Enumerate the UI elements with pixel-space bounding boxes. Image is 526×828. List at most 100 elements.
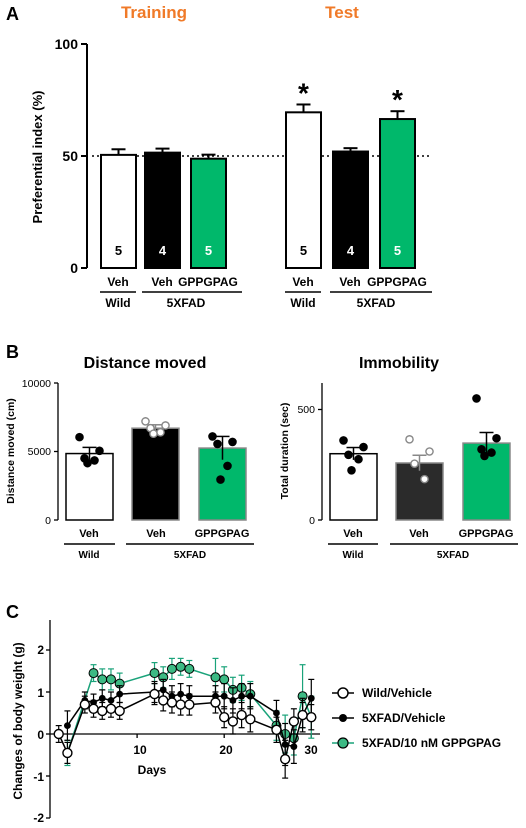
data-point <box>306 712 317 723</box>
xlabel-gppgpag: GPPGPAG <box>178 275 238 289</box>
xlabel-veh: Veh <box>107 275 128 289</box>
ytick-label: 0 <box>45 515 51 527</box>
data-point <box>210 697 221 708</box>
panel-c-series <box>53 657 317 779</box>
n-label: 4 <box>347 243 355 258</box>
immobility-bars <box>329 394 511 521</box>
xlabel-gppgpag: GPPGPAG <box>459 528 514 540</box>
legend-label-gppgpag: 5XFAD/10 nM GPPGPAG <box>362 736 501 750</box>
xlabel-veh: Veh <box>151 275 172 289</box>
data-point <box>97 674 108 685</box>
panel-a: A Training Test Preferential index (%) 0… <box>6 3 432 310</box>
panel-c-label: C <box>6 602 19 622</box>
ytick-label: 10000 <box>22 378 51 390</box>
data-point <box>220 692 228 700</box>
xlabel-wild: Wild <box>342 550 363 561</box>
bar <box>144 151 181 269</box>
xlabel-wild: Wild <box>105 296 130 310</box>
data-point <box>53 728 64 740</box>
bar <box>190 157 227 269</box>
ytick-label: 50 <box>62 148 78 164</box>
legend-marker-wild <box>337 687 349 699</box>
ytick-label: 500 <box>297 404 315 416</box>
data-point <box>97 705 108 717</box>
data-point <box>149 429 158 438</box>
immobility-yticks: 0 500 <box>297 404 322 527</box>
bar <box>329 452 378 521</box>
immobility-ylabel: Total duration (sec) <box>279 403 291 500</box>
ytick-label: 0 <box>37 728 44 742</box>
legend-label-5xfad: 5XFAD/Vehicle <box>362 711 446 725</box>
xtick-label: 20 <box>219 743 233 757</box>
ytick-label: 100 <box>55 36 79 52</box>
legend-label-wild: Wild/Vehicle <box>362 686 432 700</box>
data-point <box>410 459 419 468</box>
distance-ylabel: Distance moved (cm) <box>5 398 17 504</box>
data-point <box>79 699 91 710</box>
xlabel-5xfad: 5XFAD <box>437 550 469 561</box>
data-point <box>161 421 170 430</box>
data-point <box>487 448 496 457</box>
data-point <box>158 695 169 706</box>
data-point <box>246 692 254 700</box>
ytick-label: 5000 <box>28 446 52 458</box>
section-training: Training <box>121 3 187 22</box>
xlabel-5xfad: 5XFAD <box>357 296 396 310</box>
distance-xlabels: Veh Veh GPPGPAG Wild 5XFAD <box>64 528 254 561</box>
panel-c: C Changes of body weight (g) -2 -1 0 1 2… <box>6 602 501 825</box>
panel-a-xlabels-training: Veh Veh GPPGPAG Wild 5XFAD <box>100 275 242 310</box>
data-point <box>279 754 291 765</box>
data-point <box>271 724 282 735</box>
ytick-label: 0 <box>309 515 315 527</box>
data-point <box>62 747 73 759</box>
bar <box>131 427 180 521</box>
panel-c-ticks: -2 -1 0 1 2 10 20 30 <box>33 643 318 825</box>
ytick-label: -2 <box>33 811 44 825</box>
xlabel-5xfad: 5XFAD <box>174 550 206 561</box>
distance-title: Distance moved <box>84 355 207 372</box>
data-point <box>354 454 363 464</box>
data-point <box>227 716 239 727</box>
data-point <box>288 716 300 727</box>
data-point <box>245 714 256 725</box>
xlabel-wild: Wild <box>290 296 315 310</box>
data-point <box>105 703 117 714</box>
data-point <box>425 447 434 456</box>
panel-c-xlabel: Days <box>138 763 167 777</box>
panel-a-bars: 5 4 5 5 * 4 5 * <box>100 77 416 270</box>
data-point <box>492 433 501 443</box>
xlabel-veh: Veh <box>343 528 363 540</box>
data-point <box>210 672 221 683</box>
data-point <box>149 688 160 700</box>
data-point <box>114 705 125 717</box>
data-point <box>83 458 92 468</box>
n-label: 4 <box>159 243 167 258</box>
data-point <box>216 475 225 484</box>
data-point <box>88 668 99 679</box>
n-label: 5 <box>205 243 212 258</box>
data-point <box>213 439 222 449</box>
n-label: 5 <box>115 243 122 258</box>
data-point <box>290 743 298 750</box>
data-point <box>238 692 246 700</box>
data-point <box>347 465 356 475</box>
ytick-label: 2 <box>37 643 44 657</box>
distance-bars <box>65 417 247 521</box>
data-point <box>98 694 106 702</box>
bar <box>285 111 322 269</box>
n-label: 5 <box>300 243 307 258</box>
panel-c-legend: Wild/Vehicle 5XFAD/Vehicle 5XFAD/10 nM G… <box>332 686 501 750</box>
xlabel-veh: Veh <box>339 275 360 289</box>
ytick-label: 0 <box>70 260 78 276</box>
data-point <box>116 690 124 698</box>
xlabel-veh: Veh <box>146 528 166 540</box>
panel-a-ylabel: Preferential index (%) <box>30 91 45 224</box>
ytick-label: 1 <box>37 686 44 700</box>
panel-b: B Distance moved Distance moved (cm) 0 5… <box>5 342 518 561</box>
legend-marker-5xfad <box>339 714 347 722</box>
data-point <box>184 699 195 710</box>
immobility-title: Immobility <box>359 355 439 372</box>
xtick-label: 30 <box>304 743 318 757</box>
section-test: Test <box>325 3 359 22</box>
